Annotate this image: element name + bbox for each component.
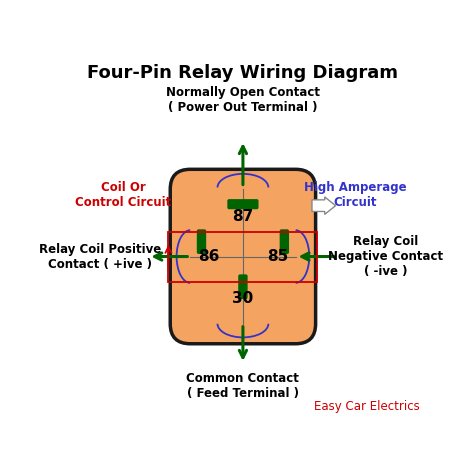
Text: Coil Or
Control Circuit: Coil Or Control Circuit — [75, 181, 171, 209]
Text: 30: 30 — [232, 291, 254, 306]
Polygon shape — [312, 197, 336, 214]
Text: Relay Coil
Negative Contact
( -ive ): Relay Coil Negative Contact ( -ive ) — [328, 235, 443, 278]
Text: 85: 85 — [267, 249, 288, 264]
FancyBboxPatch shape — [228, 200, 258, 209]
Text: High Amperage
Circuit: High Amperage Circuit — [304, 181, 407, 209]
FancyBboxPatch shape — [198, 230, 206, 253]
Bar — [168, 232, 318, 282]
FancyBboxPatch shape — [170, 169, 316, 344]
Text: 86: 86 — [198, 249, 219, 264]
FancyBboxPatch shape — [280, 230, 288, 253]
Text: 87: 87 — [232, 209, 254, 224]
Text: Common Contact
( Feed Terminal ): Common Contact ( Feed Terminal ) — [186, 371, 300, 400]
Text: Easy Car Electrics: Easy Car Electrics — [314, 400, 419, 413]
Text: Four-Pin Relay Wiring Diagram: Four-Pin Relay Wiring Diagram — [87, 64, 399, 82]
FancyBboxPatch shape — [239, 275, 247, 298]
Text: Relay Coil Positive
Contact ( +ive ): Relay Coil Positive Contact ( +ive ) — [39, 243, 162, 270]
Text: Normally Open Contact
( Power Out Terminal ): Normally Open Contact ( Power Out Termin… — [166, 86, 320, 114]
